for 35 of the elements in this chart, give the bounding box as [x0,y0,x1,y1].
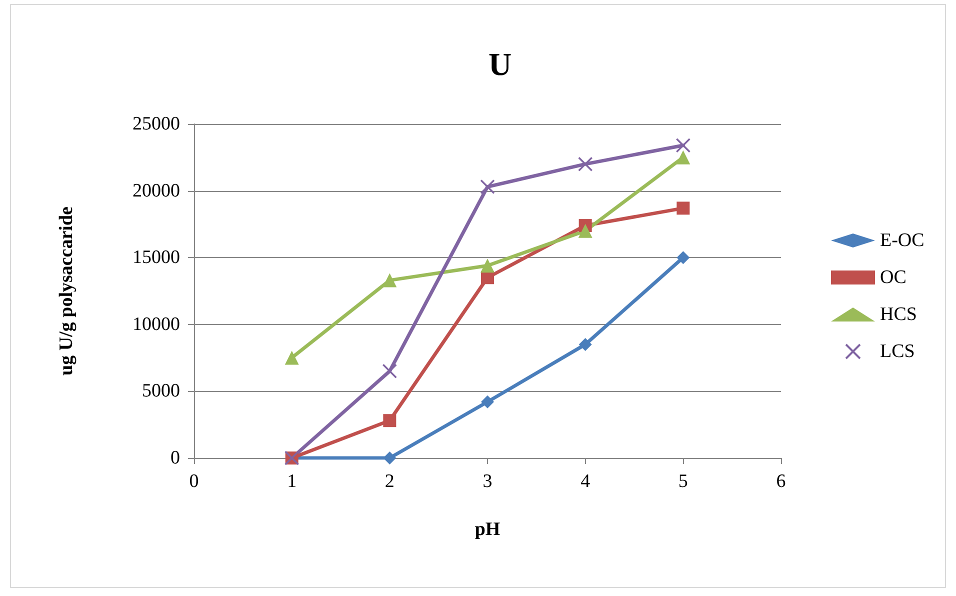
y-tick-label: 10000 [132,314,180,335]
point [382,364,398,379]
y-tick-label: 15000 [132,247,180,268]
y-tick-label: 0 [170,448,180,468]
point [383,452,396,464]
y-tick-label: 20000 [132,180,180,202]
x-tick-label: 1 [287,471,297,492]
point [676,150,690,164]
legend-label: E-OC [880,230,924,251]
x-axis-title: pH [474,519,500,540]
x-tick-label: 5 [678,471,688,492]
y-tick-label: 5000 [142,380,180,402]
x-tick-label: 3 [482,471,492,492]
point [676,202,690,215]
point [676,138,691,153]
point [578,156,593,172]
x-tick-label: 6 [776,471,786,492]
legend-label: OC [880,267,906,288]
legend-label: LCS [880,341,915,362]
y-axis-title: ug U/g polysaccaride [56,206,77,376]
x-tick-label: 4 [580,471,591,492]
chart-title: U [488,46,512,82]
point [480,179,495,194]
point [578,224,592,238]
point [383,414,396,428]
legend-label: HCS [880,304,917,325]
point [481,395,494,408]
x-tick-label: 2 [384,471,394,492]
point [578,338,592,351]
point [676,251,690,264]
point [382,273,397,288]
point [284,350,299,365]
point [480,258,494,273]
y-tick-label: 25000 [132,114,180,134]
x-tick-label: 0 [189,471,199,492]
